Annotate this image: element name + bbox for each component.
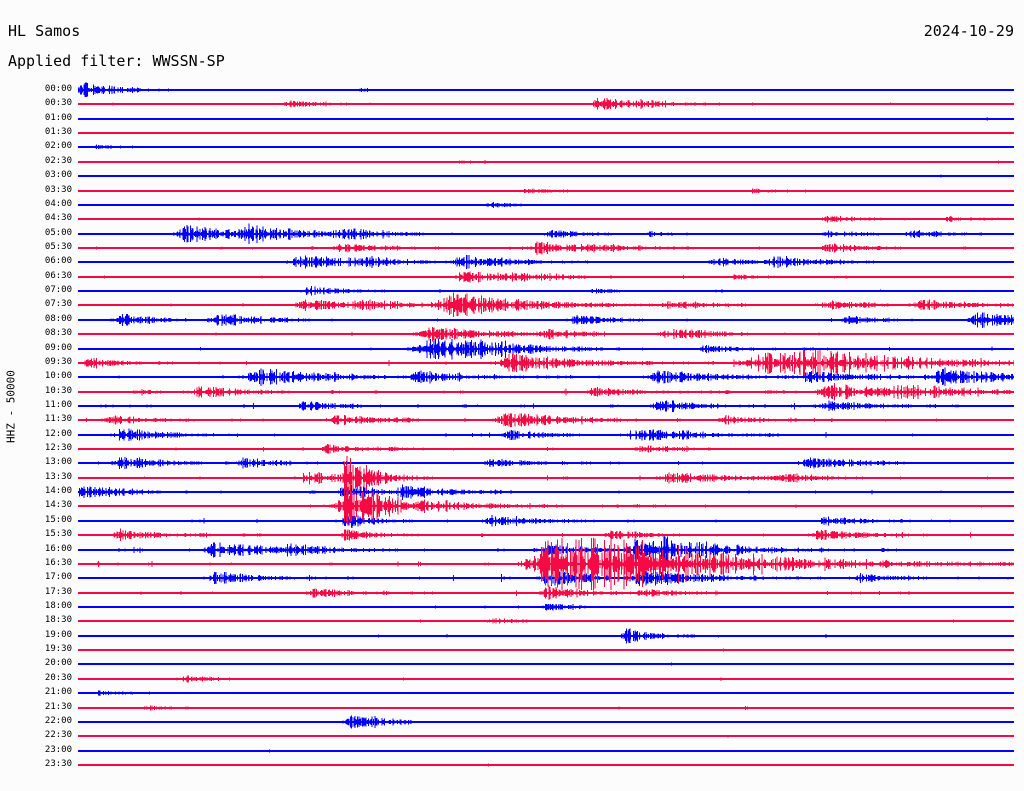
trace-row-00-30 (78, 78, 1014, 130)
trace-row-11-00 (78, 380, 1014, 432)
time-label-16-00: 16:00 (44, 543, 72, 554)
time-label-04-30: 04:30 (44, 213, 72, 224)
time-label-02-30: 02:30 (44, 155, 72, 166)
trace-row-20-00 (78, 638, 1014, 690)
trace-row-05-30 (78, 222, 1014, 274)
time-label-15-00: 15:00 (44, 514, 72, 525)
trace-row-03-00 (78, 150, 1014, 202)
trace-row-09-00 (78, 323, 1014, 375)
time-label-14-30: 14:30 (44, 500, 72, 511)
time-label-20-00: 20:00 (44, 658, 72, 669)
time-label-23-30: 23:30 (44, 759, 72, 769)
trace-row-16-30 (78, 537, 1014, 590)
trace-row-08-30 (78, 308, 1014, 360)
trace-row-22-00 (78, 696, 1014, 748)
time-label-10-00: 10:00 (44, 371, 72, 382)
time-label-08-00: 08:00 (44, 313, 72, 324)
trace-row-02-00 (78, 121, 1014, 173)
trace-row-15-30 (78, 509, 1014, 561)
trace-row-14-30 (78, 480, 1014, 532)
trace-row-13-30 (78, 452, 1014, 504)
time-label-07-00: 07:00 (44, 285, 72, 296)
time-label-23-00: 23:00 (44, 744, 72, 755)
trace-row-10-30 (78, 366, 1014, 418)
trace-row-23-30 (78, 739, 1014, 791)
trace-row-13-00 (78, 437, 1014, 489)
time-label-05-00: 05:00 (44, 227, 72, 238)
time-label-10-30: 10:30 (44, 385, 72, 396)
time-label-12-30: 12:30 (44, 443, 72, 454)
time-label-19-30: 19:30 (44, 644, 72, 655)
time-label-08-30: 08:30 (44, 328, 72, 339)
trace-row-12-00 (78, 409, 1014, 461)
trace-row-06-30 (78, 251, 1014, 303)
trace-row-10-00 (78, 351, 1014, 403)
trace-row-20-30 (78, 653, 1014, 705)
trace-row-05-00 (78, 208, 1014, 260)
trace-row-07-00 (78, 265, 1014, 317)
trace-row-03-30 (78, 165, 1014, 217)
trace-row-01-00 (78, 93, 1014, 145)
trace-row-01-30 (78, 107, 1014, 159)
trace-row-18-00 (78, 581, 1014, 633)
trace-row-04-00 (78, 179, 1014, 231)
time-label-00-30: 00:30 (44, 98, 72, 109)
trace-row-04-30 (78, 193, 1014, 245)
trace-row-09-30 (78, 337, 1014, 389)
trace-row-00-00 (78, 64, 1014, 116)
trace-row-06-00 (78, 236, 1014, 288)
time-label-06-30: 06:30 (44, 270, 72, 281)
time-label-00-00: 00:00 (44, 84, 72, 94)
time-label-09-00: 09:00 (44, 342, 72, 353)
trace-row-02-30 (78, 136, 1014, 188)
trace-row-14-00 (78, 466, 1014, 518)
time-label-16-30: 16:30 (44, 557, 72, 568)
time-label-11-00: 11:00 (44, 399, 72, 410)
time-label-22-30: 22:30 (44, 730, 72, 741)
time-label-18-00: 18:00 (44, 601, 72, 612)
time-label-01-30: 01:30 (44, 127, 72, 138)
time-label-22-00: 22:00 (44, 715, 72, 726)
time-label-05-30: 05:30 (44, 241, 72, 252)
trace-row-18-30 (78, 595, 1014, 647)
time-label-18-30: 18:30 (44, 615, 72, 626)
time-label-02-00: 02:00 (44, 141, 72, 152)
trace-row-19-00 (78, 610, 1014, 662)
trace-row-19-30 (78, 624, 1014, 676)
trace-row-12-30 (78, 423, 1014, 475)
time-label-06-00: 06:00 (44, 256, 72, 267)
trace-row-22-30 (78, 710, 1014, 762)
trace-row-08-00 (78, 294, 1014, 346)
time-label-13-00: 13:00 (44, 457, 72, 468)
trace-row-21-30 (78, 682, 1014, 734)
station-name: HL Samos (8, 22, 81, 40)
time-label-15-30: 15:30 (44, 529, 72, 540)
time-label-04-00: 04:00 (44, 198, 72, 209)
time-label-09-30: 09:30 (44, 356, 72, 367)
time-label-21-00: 21:00 (44, 687, 72, 698)
trace-row-11-30 (78, 394, 1014, 446)
time-label-01-00: 01:00 (44, 112, 72, 123)
time-label-17-00: 17:00 (44, 572, 72, 583)
time-label-21-30: 21:30 (44, 701, 72, 712)
time-label-20-30: 20:30 (44, 672, 72, 683)
time-label-14-00: 14:00 (44, 486, 72, 497)
trace-row-15-00 (78, 495, 1014, 547)
trace-row-17-30 (78, 567, 1014, 619)
record-date: 2024-10-29 (923, 22, 1014, 40)
trace-row-23-00 (78, 725, 1014, 777)
time-label-03-30: 03:30 (44, 184, 72, 195)
trace-row-21-00 (78, 667, 1014, 719)
applied-filter-label: Applied filter: WWSSN-SP (8, 52, 225, 70)
time-label-17-30: 17:30 (44, 586, 72, 597)
time-label-12-00: 12:00 (44, 428, 72, 439)
time-label-03-00: 03:00 (44, 170, 72, 181)
time-label-13-30: 13:30 (44, 471, 72, 482)
time-label-07-30: 07:30 (44, 299, 72, 310)
trace-row-07-30 (78, 279, 1014, 331)
time-label-19-00: 19:00 (44, 629, 72, 640)
time-label-11-30: 11:30 (44, 414, 72, 425)
